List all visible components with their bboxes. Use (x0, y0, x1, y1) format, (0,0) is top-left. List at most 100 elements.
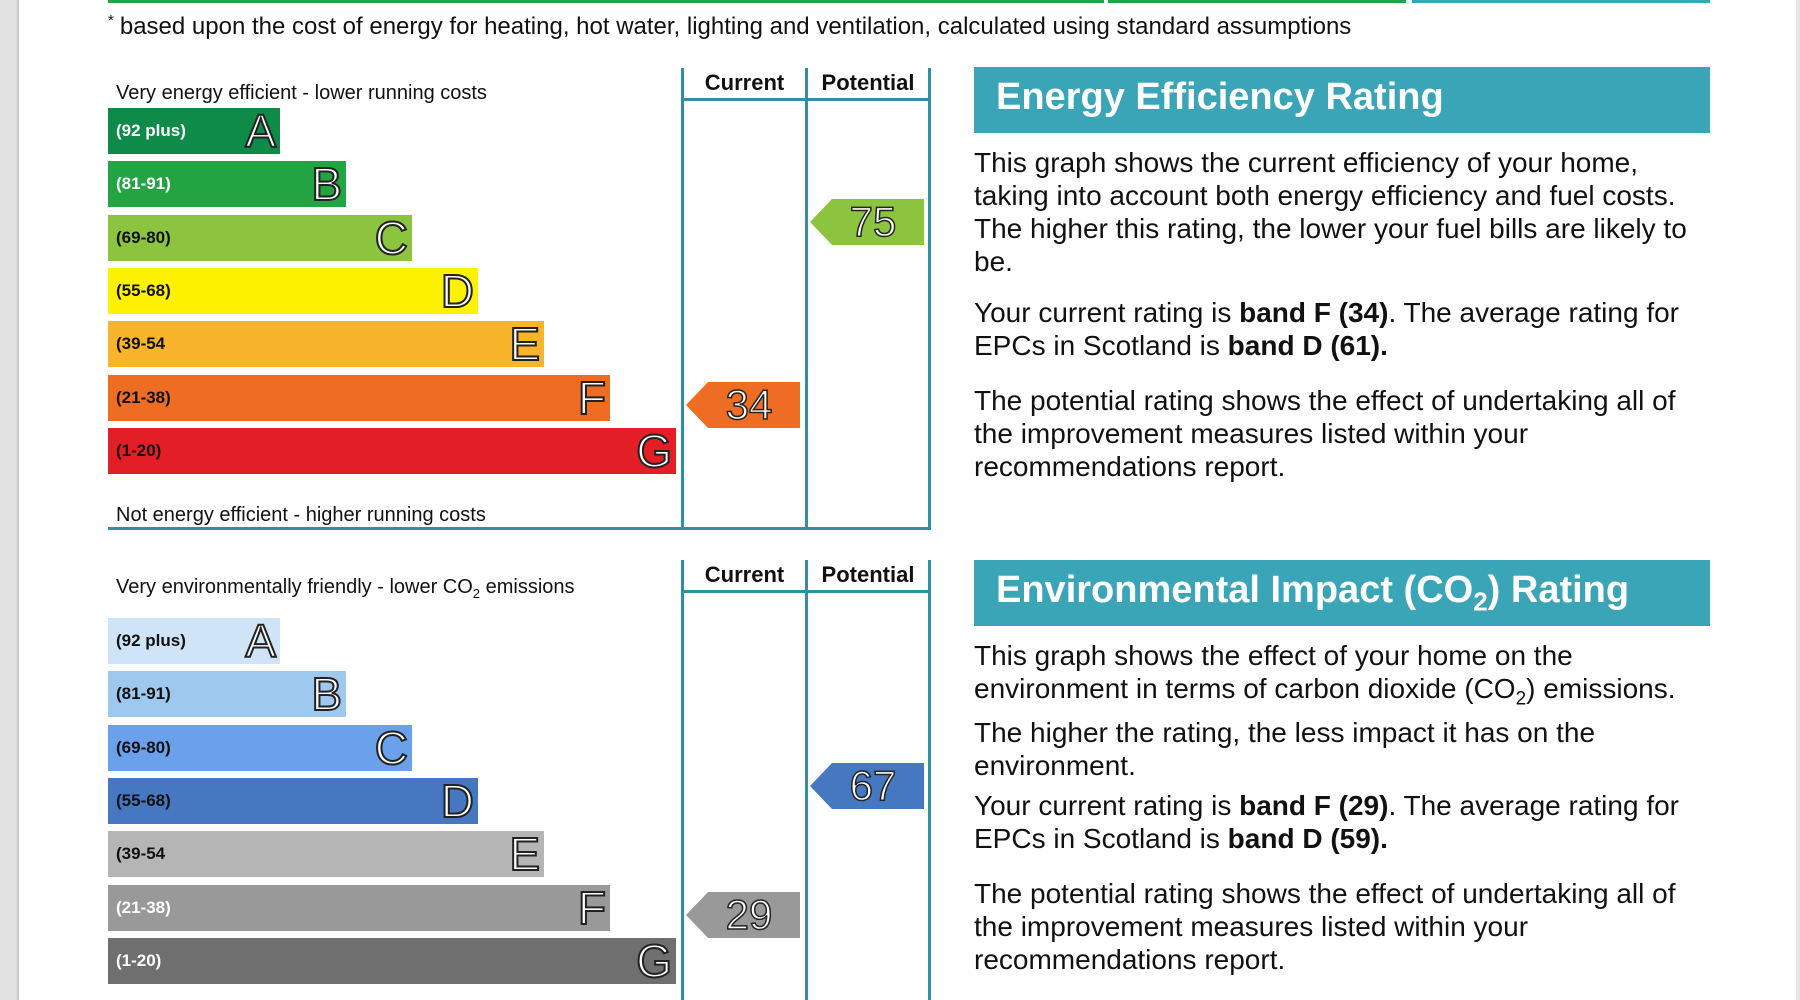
scale-top-label-subscript: 2 (472, 586, 481, 601)
column-header-current: Current (704, 562, 785, 587)
band-range-label: (39-54 (116, 334, 166, 354)
rating-text-lead: Your current rating is (974, 297, 1240, 328)
potential-rating-value-box: 67 (810, 762, 924, 810)
band-range-label: (39-54 (116, 844, 166, 864)
band-range-label: (81-91) (116, 684, 171, 704)
page-left-margin (0, 0, 19, 1000)
band-letter: C (374, 211, 409, 264)
current-rating-value: 34 (725, 381, 773, 429)
band-range-label: (1-20) (116, 950, 162, 970)
scale-top-label: Very environmentally friendly - lower CO… (116, 576, 575, 601)
chart-divider-left (681, 560, 684, 1000)
top-rule-green-2 (1108, 0, 1406, 3)
band-letter: D (440, 264, 475, 317)
band-d: (55-68) D (108, 264, 478, 317)
panel-current-rating-text: Your current rating is band F (34). The … (974, 296, 1710, 362)
band-d: (55-68) D (108, 776, 478, 826)
column-header-current: Current (704, 70, 785, 95)
band-e: (39-54 E (108, 828, 544, 881)
panel-title-subscript: 2 (1473, 586, 1488, 617)
potential-rating-value: 75 (849, 198, 897, 246)
band-range-label: (69-80) (116, 227, 171, 247)
current-band-value: band F (34) (1239, 297, 1389, 328)
chart-header-rule (681, 98, 931, 101)
description-subscript: 2 (1515, 688, 1527, 710)
band-letter: A (244, 615, 277, 667)
panel-title: Energy Efficiency Rating (974, 67, 1710, 133)
current-rating-marker (686, 892, 800, 938)
band-g: (1-20) G (108, 424, 676, 477)
potential-rating-marker (810, 199, 924, 245)
panel-description: This graph shows the effect of your home… (974, 639, 1710, 782)
band-a: (92 plus) A (108, 615, 280, 667)
band-letter: B (310, 668, 343, 721)
band-range-label: (92 plus) (116, 121, 186, 140)
band-range-label: (21-38) (116, 387, 171, 407)
description-suffix: ) emissions. The higher the rating, the … (974, 673, 1676, 781)
chart-divider-left (681, 68, 684, 530)
band-letter: G (635, 424, 673, 477)
panel-current-rating-text: Your current rating is band F (29). The … (974, 789, 1710, 855)
average-band-value: band D (61). (1227, 330, 1388, 361)
band-range-label: (55-68) (116, 280, 171, 300)
chart-header-rule (681, 590, 931, 593)
energy-efficiency-panel: Energy Efficiency Rating This graph show… (974, 67, 1710, 487)
potential-rating-value: 67 (849, 762, 897, 810)
band-g: (1-20) G (108, 934, 676, 987)
band-letter: E (508, 318, 541, 371)
chart-bottom-rule (108, 527, 931, 530)
current-rating-value-box: 29 (686, 891, 800, 939)
band-c: (69-80) C (108, 723, 412, 773)
scale-top-label: Very energy efficient - lower running co… (116, 82, 487, 104)
band-range-label: (1-20) (116, 440, 162, 460)
environmental-impact-chart: Current Potential Very environmentally f… (108, 560, 931, 1000)
band-a: (92 plus) A (108, 105, 280, 157)
band-letter: F (577, 371, 607, 424)
chart-divider-middle (805, 68, 808, 530)
footnote-text: based upon the cost of energy for heatin… (119, 13, 1352, 40)
band-c: (69-80) C (108, 211, 412, 264)
energy-efficiency-chart: Current Potential Very energy efficient … (108, 68, 931, 530)
band-f: (21-38) F (108, 371, 610, 424)
band-letter: B (310, 158, 343, 211)
band-f: (21-38) F (108, 881, 610, 934)
potential-rating-marker (810, 763, 924, 809)
rating-text-lead: Your current rating is (974, 790, 1240, 821)
panel-potential-text: The potential rating shows the effect of… (974, 878, 1676, 975)
band-range-label: (21-38) (116, 897, 171, 917)
column-header-potential: Potential (821, 562, 915, 587)
current-rating-value-box: 34 (686, 381, 800, 429)
band-range-label: (69-80) (116, 737, 171, 757)
panel-potential-text: The potential rating shows the effect of… (974, 385, 1676, 482)
scale-top-label-text: Very environmentally friendly - lower CO (116, 576, 473, 598)
band-letter: E (508, 828, 541, 881)
scale-bottom-label: Not energy efficient - higher running co… (116, 504, 486, 526)
panel-description: This graph shows the current efficiency … (974, 147, 1687, 277)
band-letter: A (244, 105, 277, 157)
average-band-value: band D (59). (1227, 823, 1388, 854)
panel-title-text: Environmental Impact (CO (996, 569, 1474, 611)
footnote: * based upon the cost of energy for heati… (108, 12, 1351, 41)
potential-rating-value-box: 75 (810, 198, 924, 246)
footnote-mark: * (108, 12, 114, 29)
top-rule-green (108, 0, 1104, 3)
chart-divider-right (928, 560, 931, 1000)
band-range-label: (55-68) (116, 790, 171, 810)
panel-title-suffix: ) Rating (1487, 569, 1630, 611)
band-range-label: (92 plus) (116, 631, 186, 650)
band-e: (39-54 E (108, 318, 544, 371)
chart-divider-middle (805, 560, 808, 1000)
top-rule-teal (1412, 0, 1710, 3)
chart-divider-right (928, 68, 931, 530)
band-letter: F (577, 881, 607, 934)
scale-top-label-suffix: emissions (480, 576, 575, 598)
band-b: (81-91) B (108, 668, 346, 721)
description-text: This graph shows the effect of your home… (974, 640, 1573, 704)
rating-text-middle: . The average rating for EPCs in Scotlan… (974, 790, 1679, 854)
current-rating-value: 29 (725, 891, 773, 939)
column-header-potential: Potential (821, 70, 915, 95)
current-band-value: band F (29) (1239, 790, 1389, 821)
band-letter: G (635, 934, 673, 987)
band-range-label: (81-91) (116, 174, 171, 194)
band-b: (81-91) B (108, 158, 346, 211)
